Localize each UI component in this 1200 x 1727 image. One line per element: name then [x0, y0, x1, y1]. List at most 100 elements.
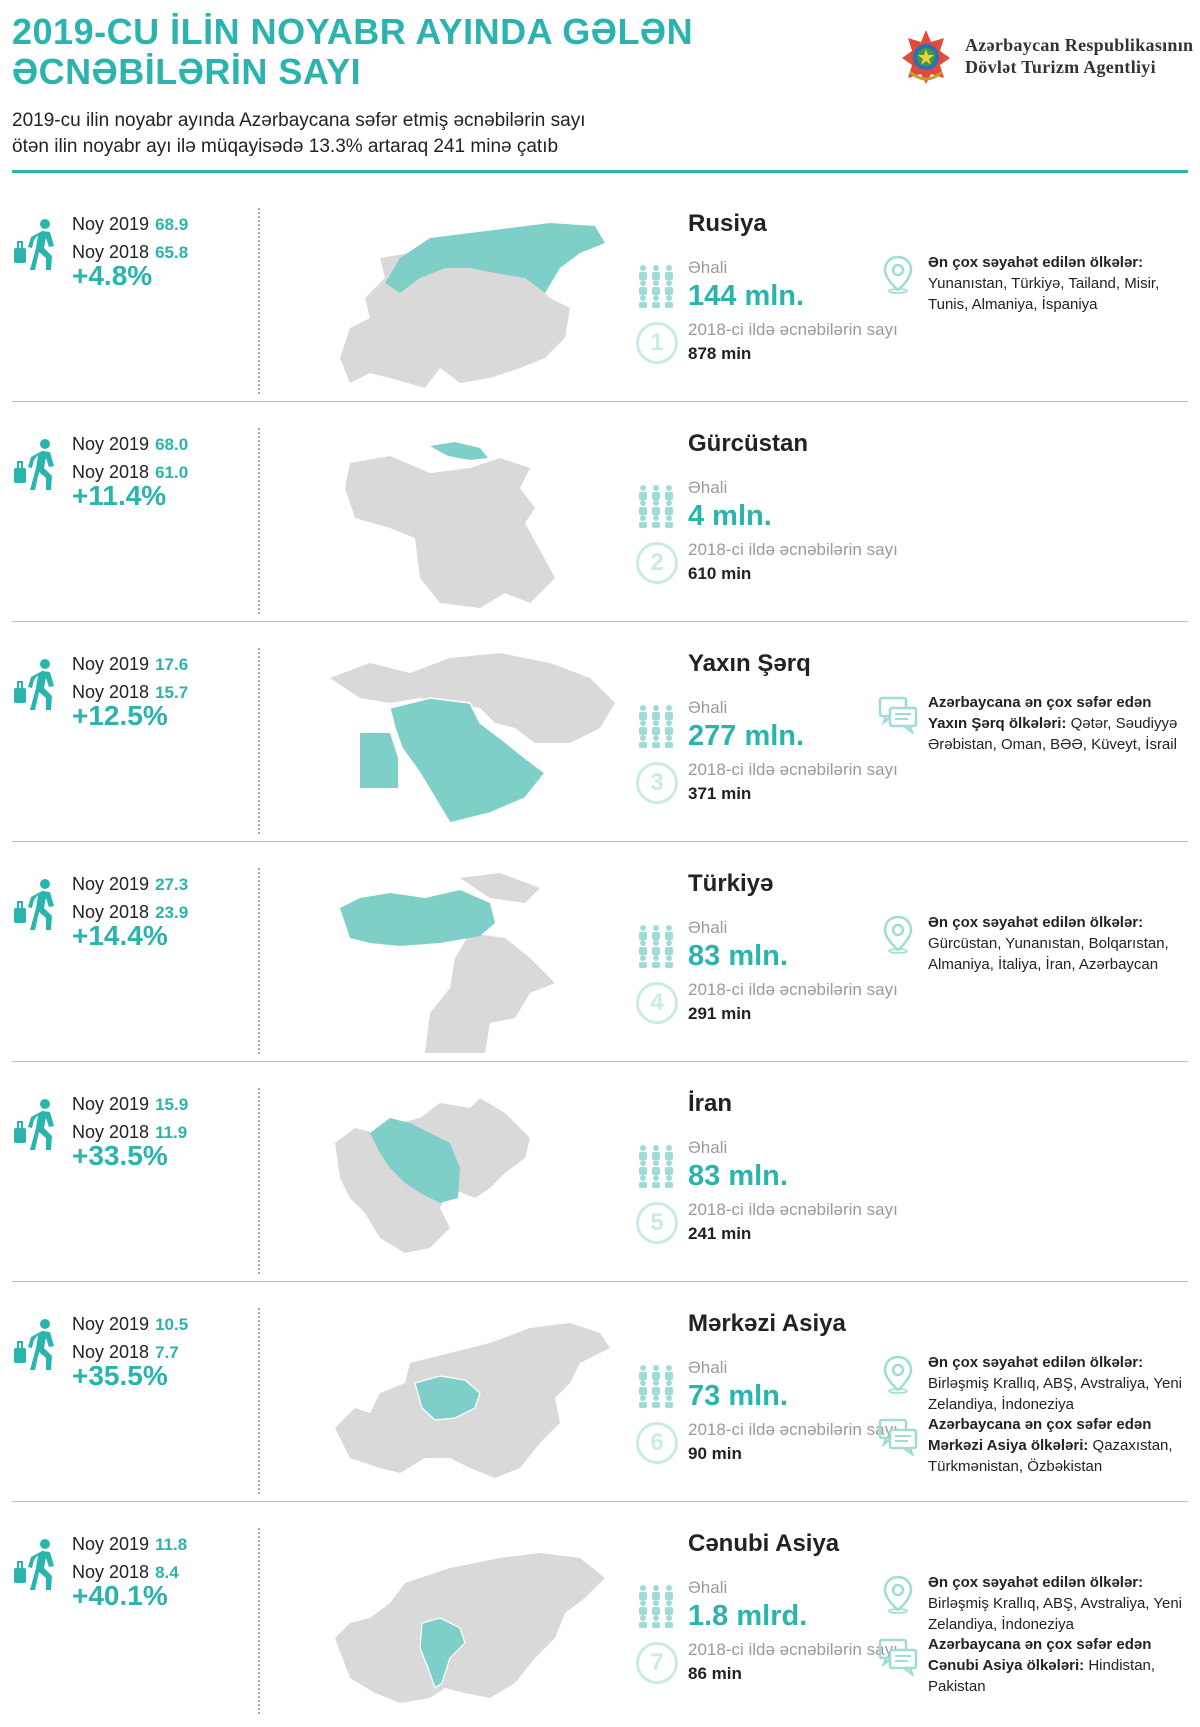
visitors-2018-value: 610 min	[688, 564, 752, 583]
info-heading: Ən çox səyahət edilən ölkələr:	[928, 1574, 1144, 1591]
nov-2018-value: 65.8	[155, 243, 189, 262]
page-subtitle: 2019-cu ilin noyabr ayında Azərbaycana s…	[12, 108, 632, 160]
nov-2018-stat: Noy 2018 23.9	[72, 902, 188, 923]
traveler-icon	[12, 878, 62, 930]
nov-2019-label: Noy 2019	[72, 874, 150, 894]
rank-badge: 5	[636, 1202, 678, 1244]
region-map	[330, 868, 620, 1058]
change-percent: +4.8%	[72, 260, 153, 291]
rank-badge: 2	[636, 542, 678, 584]
chat-bubbles-icon	[878, 1636, 918, 1678]
nov-2019-value: 17.6	[155, 655, 189, 674]
nov-2019-label: Noy 2019	[72, 654, 150, 674]
location-pin-icon	[878, 914, 918, 954]
visitors-2018-label: 2018-ci ildə əcnəbilərin sayı	[688, 1420, 898, 1439]
region-map	[330, 1308, 620, 1498]
info-heading: Ən çox səyahət edilən ölkələr:	[928, 914, 1144, 931]
info-heading: Ən çox səyahət edilən ölkələr:	[928, 254, 1144, 271]
page-title: 2019-CU İLİN NOYABR AYINDA GƏLƏN ƏCNƏBİL…	[12, 11, 694, 92]
population-label: Əhali	[688, 698, 728, 717]
traveler-icon	[12, 218, 62, 270]
row-divider	[12, 1281, 1188, 1282]
population-value: 1.8 mlrd.	[688, 1600, 808, 1632]
country-name: İran	[688, 1090, 733, 1117]
dotted-divider	[258, 1308, 260, 1494]
population-icon	[636, 1364, 676, 1408]
info-heading: Azərbaycana ən çox səfər edən Yaxın Şərq…	[928, 694, 1152, 732]
population-value: 277 mln.	[688, 720, 805, 752]
agency-line-1: Azərbaycan Respublikasının	[965, 35, 1194, 55]
nov-2018-value: 7.7	[155, 1343, 179, 1362]
country-name: Türkiyə	[688, 870, 774, 897]
row-divider	[12, 841, 1188, 842]
population-icon	[636, 704, 676, 748]
visitors-2018-label: 2018-ci ildə əcnəbilərin sayı	[688, 980, 898, 999]
dotted-divider	[258, 648, 260, 834]
rank-badge: 4	[636, 982, 678, 1024]
title-line-1: 2019-CU İLİN NOYABR AYINDA GƏLƏN	[12, 11, 694, 52]
change-percent: +35.5%	[72, 1360, 168, 1391]
traveler-icon	[12, 1538, 62, 1590]
nov-2018-value: 15.7	[155, 683, 189, 702]
nov-2018-label: Noy 2018	[72, 242, 150, 262]
population-value: 83 mln.	[688, 1160, 788, 1192]
subtitle-line-2: ötən ilin noyabr ayı ilə müqayisədə 13.3…	[12, 136, 559, 157]
subtitle-line-1: 2019-cu ilin noyabr ayında Azərbaycana s…	[12, 110, 586, 131]
population-value: 4 mln.	[688, 500, 772, 532]
region-map	[330, 428, 620, 618]
visitors-2018-value: 371 min	[688, 784, 752, 803]
nov-2018-label: Noy 2018	[72, 902, 150, 922]
visitors-2018-label: 2018-ci ildə əcnəbilərin sayı	[688, 760, 898, 779]
population-label: Əhali	[688, 478, 728, 497]
visitors-2018-value: 86 min	[688, 1664, 742, 1683]
nov-2019-label: Noy 2019	[72, 1094, 150, 1114]
nov-2018-label: Noy 2018	[72, 1562, 150, 1582]
nov-2019-value: 27.3	[155, 875, 189, 894]
visitors-2018-label: 2018-ci ildə əcnəbilərin sayı	[688, 540, 898, 559]
visitors-2018-label: 2018-ci ildə əcnəbilərin sayı	[688, 320, 898, 339]
info-block: Azərbaycana ən çox səfər edən Mərkəzi As…	[928, 1414, 1190, 1477]
population-value: 144 mln.	[688, 280, 805, 312]
row-divider	[12, 401, 1188, 402]
traveler-icon	[12, 658, 62, 710]
nov-2018-value: 61.0	[155, 463, 189, 482]
region-row: Noy 2019 68.9 Noy 2018 65.8 +4.8% Rusiya Əhali…	[0, 182, 1200, 402]
location-pin-icon	[878, 1354, 918, 1394]
rank-badge: 3	[636, 762, 678, 804]
info-text: Qazaxıstan, Türkmənistan, Özbəkistan	[928, 1437, 1173, 1475]
visitors-2018-value: 878 min	[688, 344, 752, 363]
nov-2019-stat: Noy 2019 68.9	[72, 214, 188, 235]
nov-2018-label: Noy 2018	[72, 1342, 150, 1362]
change-percent: +40.1%	[72, 1580, 168, 1611]
population-icon	[636, 264, 676, 308]
row-divider	[12, 1501, 1188, 1502]
nov-2018-stat: Noy 2018 61.0	[72, 462, 188, 483]
info-block: Ən çox səyahət edilən ölkələr: Birləşmiş…	[928, 1572, 1190, 1635]
nov-2019-value: 10.5	[155, 1315, 189, 1334]
population-label: Əhali	[688, 1138, 728, 1157]
info-block: Ən çox səyahət edilən ölkələr: Birləşmiş…	[928, 1352, 1190, 1415]
agency-line-2: Dövlət Turizm Agentliyi	[965, 57, 1156, 77]
rank-badge: 1	[636, 322, 678, 364]
info-block: Azərbaycana ən çox səfər edən Yaxın Şərq…	[928, 692, 1190, 755]
nov-2019-stat: Noy 2019 10.5	[72, 1314, 188, 1335]
header-divider	[12, 170, 1188, 173]
info-block: Azərbaycana ən çox səfər edən Cənubi Asi…	[928, 1634, 1190, 1697]
country-name: Rusiya	[688, 210, 767, 237]
population-label: Əhali	[688, 918, 728, 937]
region-row: Noy 2019 27.3 Noy 2018 23.9 +14.4% Türkiyə Əha…	[0, 842, 1200, 1062]
change-percent: +33.5%	[72, 1140, 168, 1171]
region-map	[330, 208, 620, 398]
visitors-2018-value: 241 min	[688, 1224, 752, 1243]
nov-2019-label: Noy 2019	[72, 1534, 150, 1554]
location-pin-icon	[878, 254, 918, 294]
visitors-2018-value: 90 min	[688, 1444, 742, 1463]
nov-2019-label: Noy 2019	[72, 214, 150, 234]
coat-of-arms-logo	[902, 30, 950, 84]
country-name: Cənubi Asiya	[688, 1530, 840, 1557]
info-block: Ən çox səyahət edilən ölkələr: Gürcüstan…	[928, 912, 1190, 975]
nov-2018-label: Noy 2018	[72, 462, 150, 482]
traveler-icon	[12, 1318, 62, 1370]
visitors-2018-label: 2018-ci ildə əcnəbilərin sayı	[688, 1200, 898, 1219]
nov-2018-stat: Noy 2018 15.7	[72, 682, 188, 703]
